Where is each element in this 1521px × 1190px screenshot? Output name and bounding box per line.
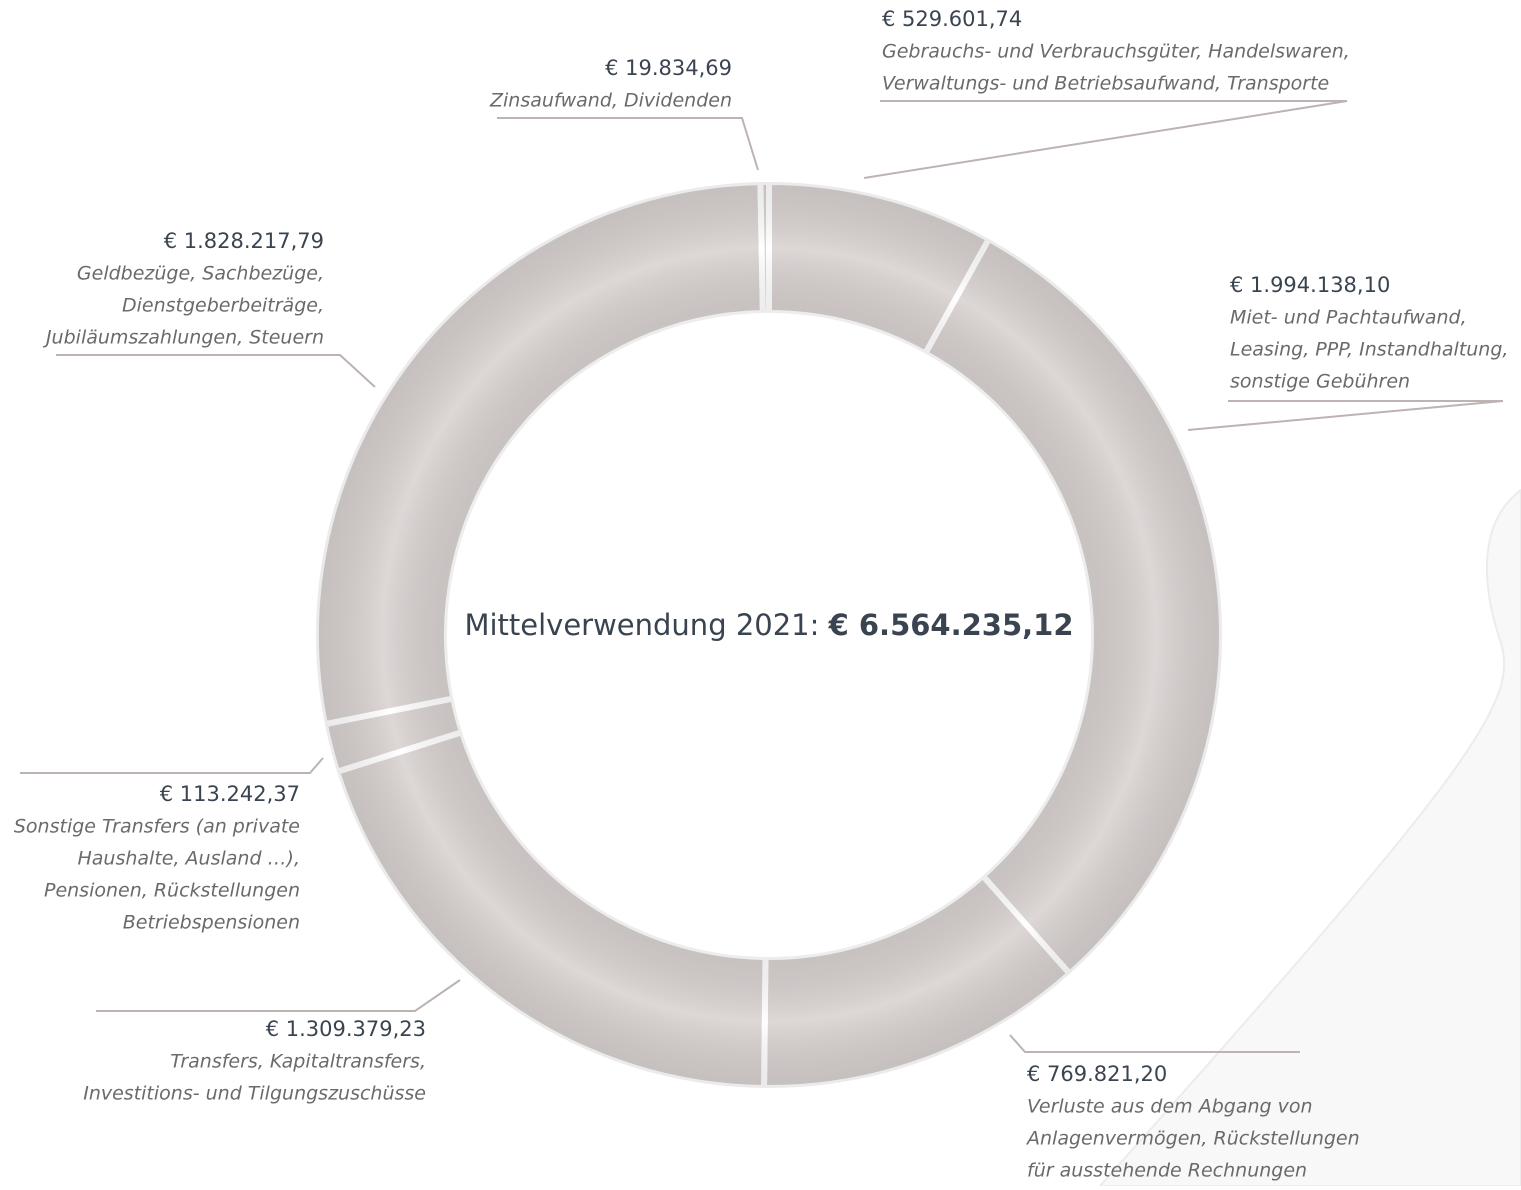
leader-line bbox=[863, 100, 1348, 179]
value-label: € 1.309.379,23 bbox=[266, 1017, 426, 1041]
category-label: Zinsaufwand, Dividenden bbox=[489, 90, 732, 112]
background-swoosh bbox=[1097, 488, 1521, 1187]
value-label: € 1.828.217,79 bbox=[164, 229, 324, 253]
category-label: Leasing, PPP, Instandhaltung, bbox=[1230, 339, 1508, 361]
center-title: Mittelverwendung 2021: bbox=[464, 608, 819, 642]
category-label: Gebrauchs- und Verbrauchsgüter, Handelsw… bbox=[882, 41, 1350, 63]
category-label: sonstige Gebühren bbox=[1230, 371, 1410, 393]
leader-line bbox=[497, 117, 759, 171]
leader-line bbox=[20, 757, 324, 774]
leader-line bbox=[1009, 1034, 1300, 1053]
leader-line bbox=[56, 354, 376, 388]
category-label: Jubiläumszahlungen, Steuern bbox=[42, 327, 324, 349]
category-label: Miet- und Pachtaufwand, bbox=[1230, 307, 1467, 329]
category-label: Pensionen, Rückstellungen bbox=[44, 880, 300, 902]
category-label: Transfers, Kapitaltransfers, bbox=[170, 1051, 426, 1073]
category-label: Haushalte, Ausland …), bbox=[77, 848, 300, 870]
category-label: Anlagenvermögen, Rückstellungen bbox=[1025, 1128, 1360, 1150]
center-label: Mittelverwendung 2021: € 6.564.235,12 bbox=[464, 608, 1073, 642]
category-label: für ausstehende Rechnungen bbox=[1027, 1160, 1307, 1182]
category-label: Investitions- und Tilgungszuschüsse bbox=[83, 1083, 426, 1105]
value-label: € 113.242,37 bbox=[160, 782, 300, 806]
center-total: € 6.564.235,12 bbox=[828, 608, 1074, 642]
leader-line bbox=[1187, 400, 1504, 431]
leader-line bbox=[96, 979, 461, 1012]
value-label: € 529.601,74 bbox=[882, 7, 1022, 31]
category-label: Betriebspensionen bbox=[123, 912, 300, 934]
category-label: Verwaltungs- und Betriebsaufwand, Transp… bbox=[882, 73, 1329, 95]
category-label: Geldbezüge, Sachbezüge, bbox=[77, 263, 324, 285]
donut-segment bbox=[313, 179, 766, 728]
category-label: Verluste aus dem Abgang von bbox=[1027, 1096, 1313, 1118]
category-label: Sonstige Transfers (an private bbox=[14, 816, 300, 838]
value-label: € 1.994.138,10 bbox=[1230, 273, 1390, 297]
donut-segment bbox=[757, 178, 772, 317]
value-label: € 19.834,69 bbox=[605, 56, 732, 80]
value-label: € 769.821,20 bbox=[1027, 1062, 1167, 1086]
category-label: Dienstgeberbeiträge, bbox=[122, 295, 324, 317]
donut-segment bbox=[921, 234, 1225, 979]
